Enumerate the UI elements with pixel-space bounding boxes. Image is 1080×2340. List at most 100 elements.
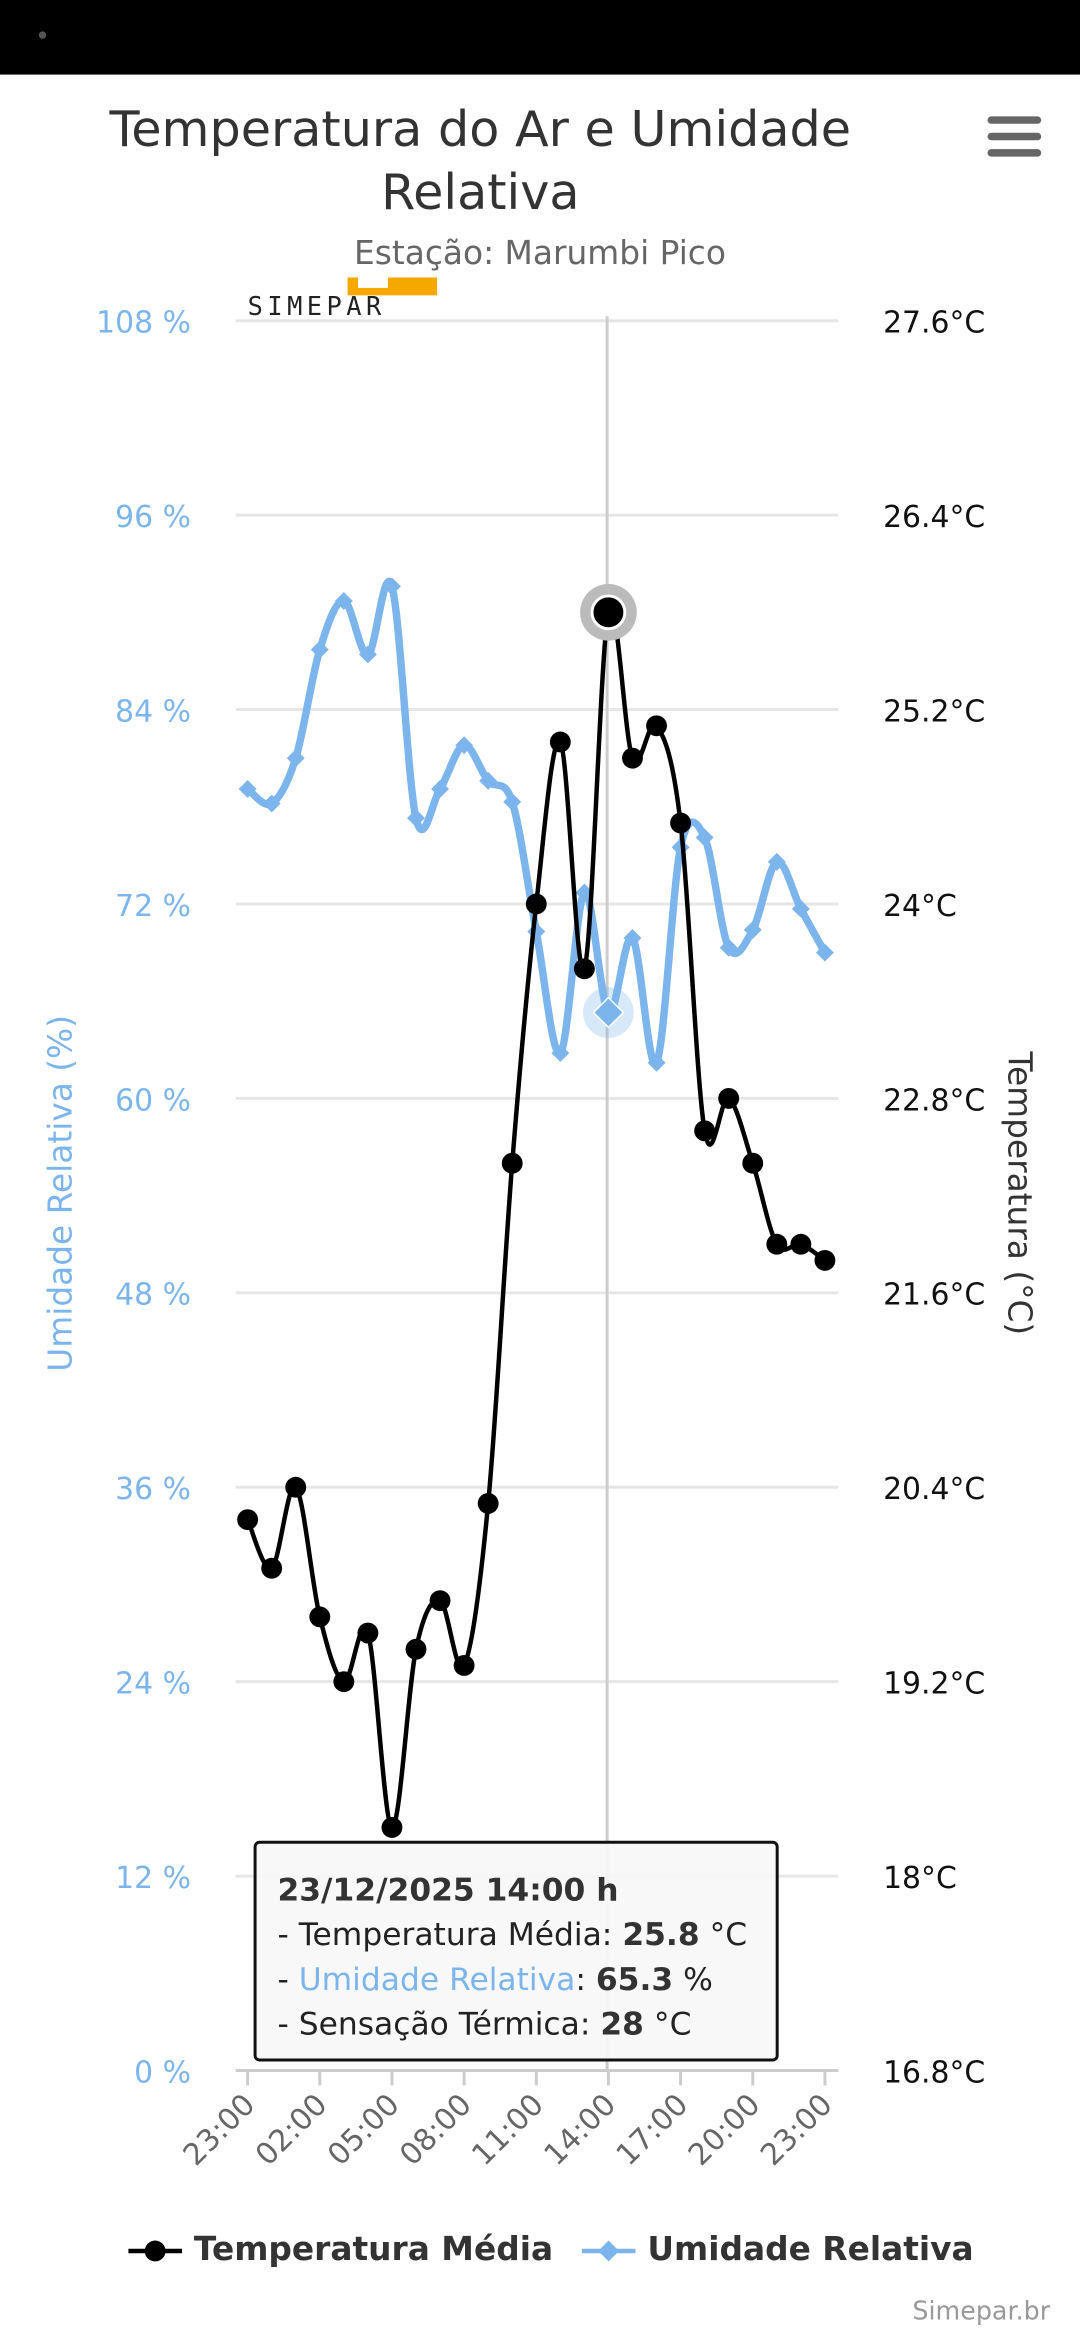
- chart-title: Temperatura do Ar e Umidade Relativa: [109, 99, 852, 221]
- legend-label: Temperatura Média: [193, 2231, 554, 2269]
- humidity-point: [479, 771, 498, 790]
- temperature-point: [285, 1476, 307, 1498]
- temperature-point: [646, 715, 667, 737]
- left-tick-label: 96 %: [115, 500, 191, 535]
- chart-menu-button[interactable]: [987, 116, 1042, 161]
- humidity-point: [286, 749, 305, 768]
- humidity-point: [623, 929, 642, 947]
- camera-dot: [38, 31, 47, 39]
- tooltip-temp-unit: °C: [699, 1916, 748, 1953]
- temperature-point: [501, 1152, 523, 1174]
- left-tick-label: 0 %: [134, 2055, 191, 2090]
- right-tick-label: 27.6°C: [883, 306, 985, 341]
- right-tick-label: 24°C: [883, 889, 957, 924]
- temperature-point: [309, 1606, 331, 1628]
- tooltip-feel-label: - Sensação Térmica:: [277, 2006, 601, 2043]
- circle-marker-icon: [128, 2239, 182, 2261]
- humidity-point: [503, 792, 522, 811]
- humidity-point: [310, 640, 329, 659]
- left-tick-label: 84 %: [115, 694, 191, 729]
- legend: Temperatura Média Umidade Relativa: [0, 2232, 1080, 2292]
- left-tick-label: 24 %: [115, 1667, 191, 1702]
- temperature-point: [814, 1249, 836, 1271]
- simepar-logo: SIMEPAR: [248, 277, 438, 321]
- tooltip-feel-unit: °C: [643, 2006, 692, 2043]
- tooltip-temp-label: - Temperatura Média:: [277, 1916, 623, 1953]
- temperature-point: [549, 731, 571, 753]
- credit-link[interactable]: Simepar.br: [912, 2297, 1051, 2328]
- right-tick-label: 21.6°C: [883, 1278, 985, 1313]
- legend-item-umidade[interactable]: Umidade Relativa: [581, 2231, 974, 2269]
- svg-text:SIMEPAR: SIMEPAR: [248, 291, 386, 321]
- left-axis-title: Umidade Relativa (%): [42, 1015, 80, 1372]
- humidity-point: [527, 922, 546, 941]
- x-tick-label: 08:00: [393, 2087, 479, 2173]
- diamond-marker-icon: [581, 2239, 636, 2261]
- left-tick-label: 36 %: [115, 1472, 191, 1507]
- tooltip-hum-label: Umidade Relativa: [298, 1961, 576, 1998]
- tooltip-temp-value: 25.8: [622, 1916, 700, 1953]
- chart-subtitle: Estação: Marumbi Pico: [354, 235, 726, 273]
- x-tick-label: 14:00: [538, 2087, 624, 2173]
- temperature-point: [477, 1492, 499, 1514]
- humidity-point: [358, 645, 377, 664]
- x-tick-label: 02:00: [249, 2087, 335, 2173]
- x-tick-label: 17:00: [610, 2087, 696, 2173]
- left-tick-label: 60 %: [115, 1083, 191, 1118]
- right-tick-label: 22.8°C: [883, 1083, 985, 1118]
- legend-item-temperatura[interactable]: Temperatura Média: [128, 2232, 553, 2269]
- x-tick-label: 05:00: [321, 2087, 407, 2173]
- x-tick-label: 23:00: [177, 2087, 263, 2173]
- temperature-point: [453, 1655, 475, 1676]
- right-tick-label: 19.2°C: [883, 1667, 985, 1702]
- temperature-point: [694, 1120, 716, 1142]
- right-axis-title: Temperatura (°C): [1000, 1051, 1038, 1336]
- humidity-point: [592, 996, 625, 1029]
- left-tick-label: 72 %: [115, 889, 191, 924]
- temperature-point: [790, 1233, 812, 1255]
- temperature-point: [357, 1622, 379, 1644]
- temperature-point: [333, 1671, 355, 1693]
- temperature-point: [742, 1152, 764, 1174]
- tooltip-hum-value: 65.3: [595, 1961, 674, 1998]
- humidity-line: [245, 578, 829, 1068]
- legend-label: Umidade Relativa: [647, 2231, 974, 2269]
- temperature-point: [670, 812, 692, 834]
- temperature-point: [237, 1509, 259, 1531]
- hamburger-line: [987, 149, 1042, 157]
- hamburger-line: [987, 132, 1042, 141]
- left-tick-label: 48 %: [115, 1278, 191, 1313]
- temperature-point: [405, 1638, 427, 1660]
- humidity-point: [407, 809, 425, 828]
- right-tick-label: 16.8°C: [883, 2055, 985, 2090]
- left-tick-label: 12 %: [115, 1861, 191, 1896]
- x-tick-label: 11:00: [465, 2087, 551, 2173]
- temperature-point: [429, 1590, 451, 1612]
- humidity-point: [382, 577, 401, 596]
- right-tick-label: 26.4°C: [883, 500, 985, 535]
- temperature-point: [525, 893, 547, 915]
- temperature-point: [622, 747, 643, 769]
- temperature-line: [245, 605, 827, 1830]
- temperature-point: [261, 1557, 283, 1579]
- tooltip: 23/12/2025 14:00 h - Temperatura Média: …: [253, 1840, 779, 2062]
- tooltip-date: 23/12/2025 14:00 h: [277, 1872, 619, 1908]
- x-tick-label: 20:00: [682, 2087, 768, 2173]
- humidity-point: [647, 1053, 666, 1072]
- left-tick-label: 108 %: [96, 306, 191, 341]
- x-tick-label: 23:00: [754, 2087, 840, 2173]
- tooltip-hum-prefix: -: [277, 1961, 299, 1998]
- temperature-point: [590, 594, 627, 631]
- right-tick-label: 20.4°C: [883, 1472, 985, 1507]
- right-tick-label: 18°C: [883, 1861, 957, 1896]
- humidity-point: [431, 779, 450, 798]
- right-tick-label: 25.2°C: [883, 694, 985, 729]
- humidity-point: [262, 794, 281, 813]
- temperature-point: [573, 958, 595, 980]
- tooltip-hum-sep: :: [575, 1961, 596, 1998]
- hamburger-icon: [987, 116, 1042, 124]
- status-bar: [0, 0, 1080, 75]
- temperature-point: [766, 1233, 788, 1255]
